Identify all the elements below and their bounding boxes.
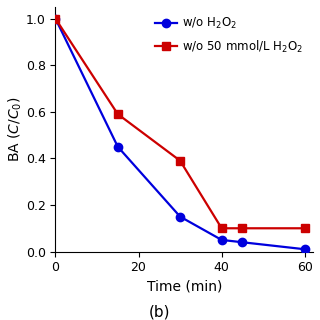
- X-axis label: Time (min): Time (min): [147, 280, 222, 294]
- w/o 50 mmol/L H$_2$O$_2$: [178, 159, 182, 163]
- w/o H$_2$O$_2$: [220, 238, 224, 242]
- Line: w/o 50 mmol/L H$_2$O$_2$: w/o 50 mmol/L H$_2$O$_2$: [51, 14, 309, 232]
- Y-axis label: BA ($C$/$C_0$): BA ($C$/$C_0$): [7, 96, 24, 162]
- w/o 50 mmol/L H$_2$O$_2$: [116, 112, 120, 116]
- w/o H$_2$O$_2$: [53, 17, 57, 20]
- Line: w/o H$_2$O$_2$: w/o H$_2$O$_2$: [51, 14, 309, 253]
- w/o H$_2$O$_2$: [116, 145, 120, 149]
- w/o H$_2$O$_2$: [178, 215, 182, 219]
- w/o 50 mmol/L H$_2$O$_2$: [303, 226, 307, 230]
- w/o 50 mmol/L H$_2$O$_2$: [220, 226, 224, 230]
- w/o H$_2$O$_2$: [241, 240, 244, 244]
- w/o 50 mmol/L H$_2$O$_2$: [53, 17, 57, 20]
- w/o H$_2$O$_2$: [303, 247, 307, 251]
- Legend: w/o H$_2$O$_2$, w/o 50 mmol/L H$_2$O$_2$: w/o H$_2$O$_2$, w/o 50 mmol/L H$_2$O$_2$: [152, 13, 307, 58]
- w/o 50 mmol/L H$_2$O$_2$: [241, 226, 244, 230]
- Text: (b): (b): [149, 305, 171, 320]
